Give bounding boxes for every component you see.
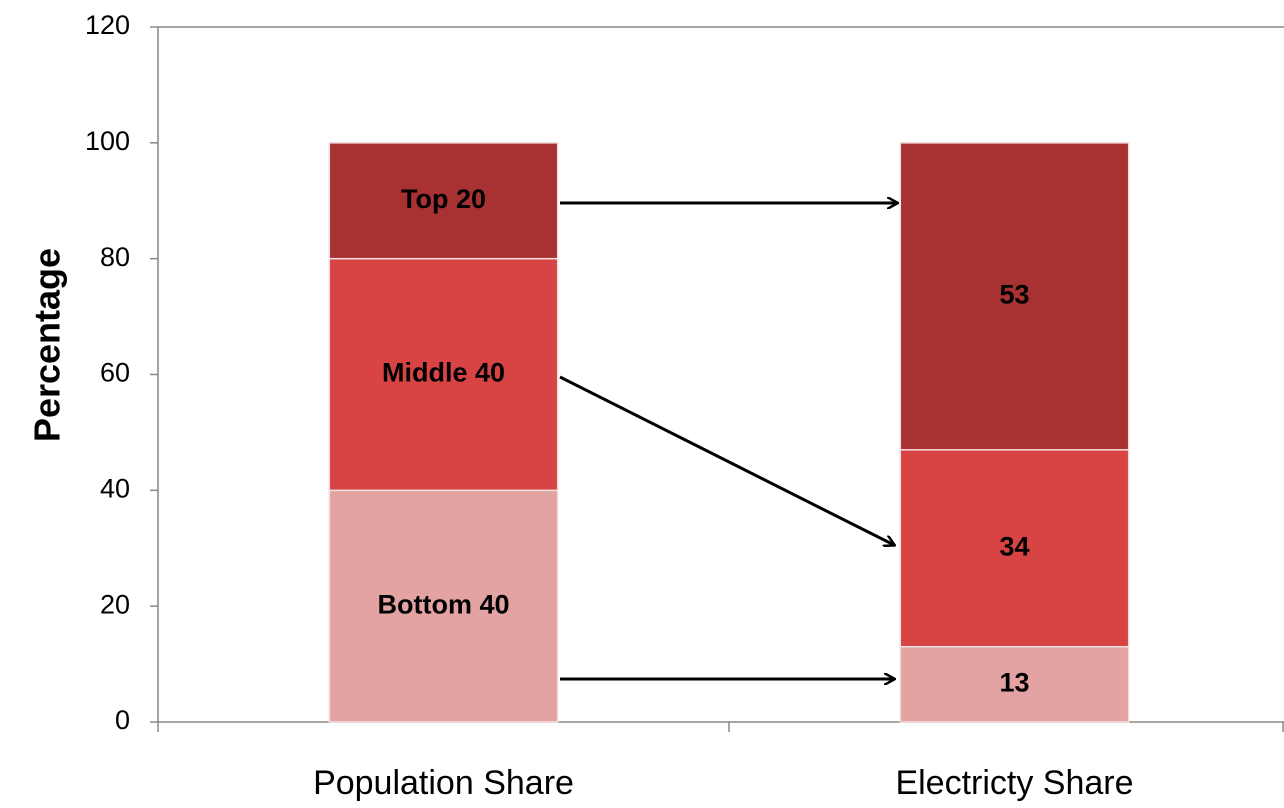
data-label: Middle 40: [382, 358, 505, 388]
y-tick-label: 40: [100, 473, 130, 503]
data-label: Bottom 40: [377, 589, 509, 619]
data-label: 34: [999, 531, 1029, 561]
y-tick-label: 120: [85, 10, 130, 40]
bar-segment: [328, 257, 559, 492]
x-tick-label: Population Share: [313, 764, 574, 802]
bar-segment: [328, 142, 559, 260]
x-tick-label: Electricty Share: [895, 764, 1133, 802]
bar-segment: [899, 449, 1130, 648]
plot-area: 0 20 40 60 80 100 120 Population Share Bottom 40…: [85, 10, 1284, 802]
y-tick-label: 80: [100, 242, 130, 272]
bar-segment: [899, 645, 1130, 723]
y-tick-label: 60: [100, 358, 130, 388]
arrow: [559, 375, 894, 545]
y-tick-label: 100: [85, 126, 130, 156]
bar-segment: [899, 142, 1130, 451]
arrows: [559, 203, 897, 679]
bar-segment: [328, 489, 559, 723]
y-axis-title: Percentage: [27, 248, 68, 442]
data-label: 13: [999, 667, 1029, 697]
data-label: 53: [999, 279, 1029, 309]
data-label: Top 20: [401, 184, 486, 214]
y-tick-label: 20: [100, 589, 130, 619]
y-tick-label: 0: [115, 705, 130, 735]
